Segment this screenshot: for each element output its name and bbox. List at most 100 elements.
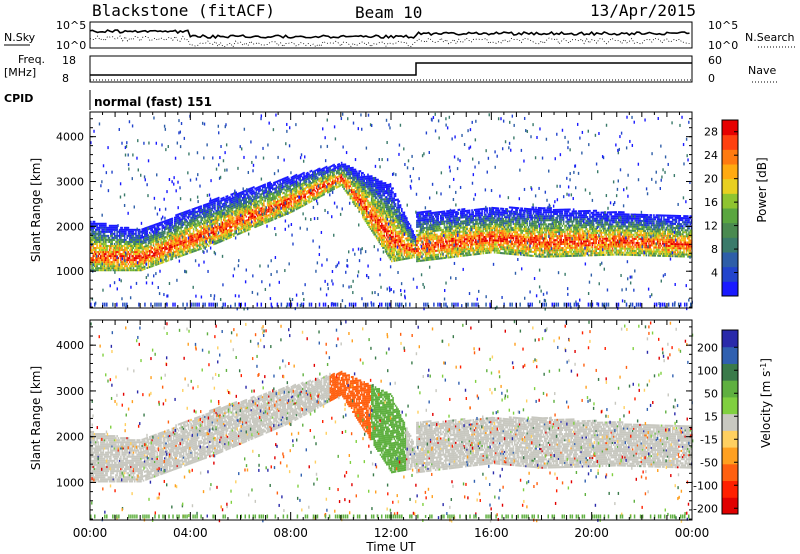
- power-cell: [161, 229, 164, 232]
- power-cell: [110, 232, 112, 235]
- power-cell: [180, 250, 182, 253]
- power-cell: [172, 245, 175, 248]
- power-cell: [136, 249, 139, 252]
- power-cell: [97, 234, 100, 237]
- power-cell: [115, 224, 117, 227]
- power-cell: [102, 251, 105, 254]
- power-cell: [383, 242, 386, 245]
- power-cell: [101, 222, 103, 225]
- power-cell: [100, 232, 102, 235]
- power-cell: [162, 261, 165, 264]
- power-cell: [216, 199, 219, 202]
- power-cell: [96, 247, 98, 250]
- power-cell: [261, 188, 264, 191]
- power-cell: [264, 221, 266, 224]
- power-cell: [92, 253, 95, 256]
- power-cell: [157, 238, 160, 241]
- power-cell: [151, 263, 154, 266]
- power-cell: [266, 184, 269, 187]
- power-cell: [222, 204, 225, 207]
- power-cell: [265, 189, 268, 192]
- power-cell: [214, 204, 216, 207]
- power-cell: [249, 218, 251, 221]
- power-cell: [138, 265, 141, 268]
- power-cell: [220, 197, 223, 200]
- power-cell: [166, 227, 169, 230]
- power-cell: [96, 242, 98, 245]
- power-cell: [211, 215, 214, 218]
- power-cell: [151, 234, 154, 237]
- power-cell: [244, 212, 246, 215]
- power-cell: [186, 222, 189, 225]
- power-cell: [245, 209, 248, 212]
- power-cell: [127, 269, 130, 272]
- power-cell: [227, 228, 230, 232]
- power-cell: [169, 218, 171, 221]
- power-cell: [175, 228, 177, 231]
- power-cell: [105, 224, 107, 227]
- power-cell: [113, 228, 116, 231]
- power-cell: [209, 212, 211, 215]
- power-cell: [192, 216, 195, 219]
- power-cell: [117, 251, 120, 254]
- power-cell: [364, 202, 367, 205]
- power-cell: [116, 261, 118, 264]
- power-cell: [234, 224, 236, 227]
- power-cell: [212, 229, 215, 232]
- power-cell: [411, 228, 413, 231]
- power-cell: [209, 214, 211, 217]
- power-cell: [225, 203, 228, 206]
- power-cell: [133, 244, 136, 248]
- power-cell: [255, 187, 258, 190]
- power-cell: [179, 223, 181, 226]
- power-cell: [268, 194, 270, 197]
- power-cell: [199, 246, 201, 249]
- power-cell: [194, 211, 196, 214]
- power-cell: [253, 210, 255, 213]
- power-cell: [155, 241, 157, 244]
- power-cell: [158, 246, 161, 249]
- power-cell: [101, 249, 103, 252]
- power-cell: [121, 244, 123, 248]
- power-cell: [132, 236, 135, 239]
- power-cell: [255, 207, 258, 210]
- power-cell: [180, 212, 182, 215]
- power-cell: [158, 244, 161, 247]
- power-cell: [232, 224, 235, 227]
- power-cell: [97, 226, 100, 229]
- power-cell: [204, 222, 206, 225]
- power-cell: [264, 215, 266, 218]
- power-cell: [184, 213, 186, 216]
- power-cell: [155, 261, 157, 264]
- power-cell: [261, 208, 264, 211]
- power-cell: [136, 269, 139, 272]
- power-cell: [254, 211, 256, 214]
- power-cell: [181, 234, 184, 237]
- power-cell: [204, 230, 206, 233]
- power-cell: [93, 251, 96, 254]
- power-cell: [174, 244, 176, 248]
- power-cell: [229, 208, 231, 211]
- power-cell: [240, 227, 243, 230]
- power-cell: [138, 242, 141, 245]
- power-cell: [115, 259, 117, 262]
- power-cell: [260, 197, 263, 200]
- power-cell: [103, 263, 106, 266]
- power-cell: [126, 253, 128, 256]
- power-cell: [215, 240, 218, 243]
- power-cell: [103, 238, 106, 241]
- power-cell: [253, 196, 255, 199]
- power-cell: [220, 211, 223, 214]
- power-cell: [268, 206, 270, 209]
- power-cell: [217, 196, 220, 199]
- power-cell: [236, 217, 239, 220]
- power-cell: [155, 235, 157, 238]
- power-cell: [140, 244, 142, 248]
- power-cell: [100, 265, 102, 268]
- power-cell: [225, 213, 228, 216]
- power-cell: [349, 175, 352, 178]
- power-cell: [137, 269, 140, 272]
- power-cell: [123, 263, 126, 266]
- power-cell: [384, 182, 387, 185]
- power-cell: [260, 195, 263, 198]
